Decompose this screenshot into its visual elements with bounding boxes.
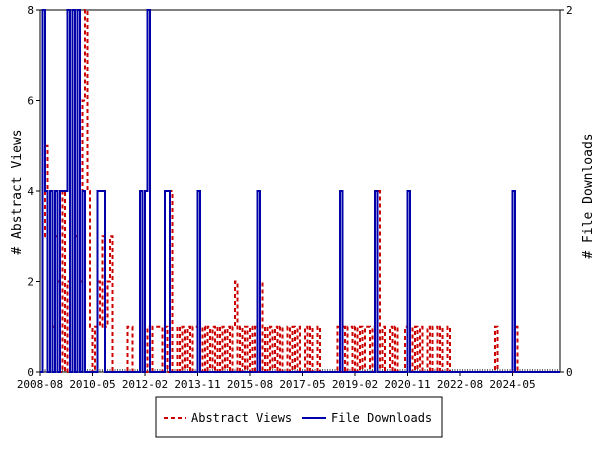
legend-label-file-downloads: File Downloads: [331, 411, 432, 425]
x-tick-label: 2024-05: [489, 378, 535, 391]
y-left-tick-label: 8: [27, 4, 34, 17]
x-tick-label: 2017-05: [279, 378, 325, 391]
x-tick-label: 2022-08: [437, 378, 483, 391]
y-left-tick-label: 6: [27, 95, 34, 108]
y-right-axis-title: # File Downloads: [581, 133, 596, 258]
y-left-tick-label: 0: [27, 366, 34, 379]
series-layer: [40, 9, 560, 373]
series-line-file-downloads: [40, 9, 560, 373]
x-tick-label: 2012-02: [122, 378, 168, 391]
y-right-tick-label: 0: [566, 366, 573, 379]
y-right-tick-label: 2: [566, 4, 573, 17]
x-tick-label: 2008-08: [17, 378, 63, 391]
y-left-tick-label: 4: [27, 185, 34, 198]
legend-label-abstract-views: Abstract Views: [191, 411, 292, 425]
y-left-axis-ticks: 0 2 4 6 8: [27, 4, 40, 379]
x-tick-label: 2013-11: [174, 378, 220, 391]
y-left-tick-label: 2: [27, 276, 34, 289]
x-axis-ticks: 2008-08 2010-05 2012-02 2013-11 2015-08 2017-…: [17, 372, 536, 391]
x-tick-label: 2019-02: [332, 378, 378, 391]
plot-area: [39, 9, 561, 373]
y-left-axis-title: # Abstract Views: [10, 129, 25, 254]
y-right-axis-ticks: 02: [560, 4, 573, 379]
legend: Abstract Views File Downloads: [155, 396, 443, 438]
legend-box: [155, 396, 443, 438]
x-tick-label: 2010-05: [69, 378, 115, 391]
x-tick-label: 2015-08: [227, 378, 273, 391]
x-tick-label: 2020-11: [384, 378, 430, 391]
